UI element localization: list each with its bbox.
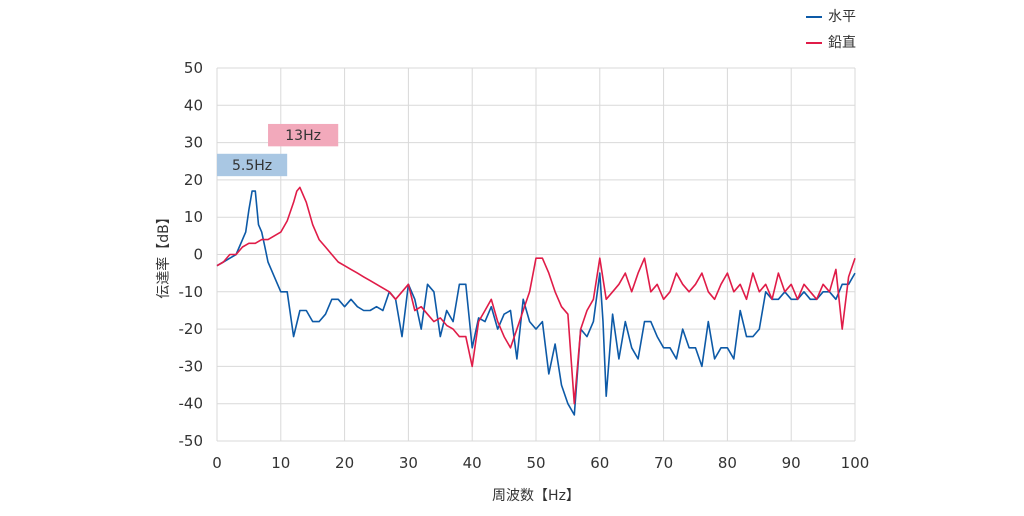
y-tick-label: -50 xyxy=(179,432,204,450)
series-line-horizontal xyxy=(216,190,856,416)
y-tick-label: 0 xyxy=(193,246,203,264)
y-tick-label: -40 xyxy=(179,395,204,413)
x-tick-label: 90 xyxy=(782,454,801,472)
annotation-label: 5.5Hz xyxy=(232,158,272,174)
series-line-vertical xyxy=(216,186,856,405)
x-tick-label: 50 xyxy=(526,454,545,472)
y-tick-label: 40 xyxy=(184,96,203,114)
annotation-box xyxy=(217,153,288,177)
y-tick-label: -10 xyxy=(179,283,204,301)
x-tick-label: 10 xyxy=(271,454,290,472)
legend-item-vertical: 鉛直 xyxy=(806,30,856,56)
legend-swatch-vertical xyxy=(806,42,822,44)
legend-label-horizontal: 水平 xyxy=(828,9,856,25)
x-tick-label: 30 xyxy=(399,454,418,472)
x-tick-label: 60 xyxy=(590,454,609,472)
y-tick-label: 50 xyxy=(184,59,203,77)
legend-label-vertical: 鉛直 xyxy=(828,35,856,51)
x-tick-label: 20 xyxy=(335,454,354,472)
y-tick-label: -20 xyxy=(179,320,204,338)
x-axis-label: 周波数【Hz】 xyxy=(492,488,580,504)
annotation-label: 13Hz xyxy=(285,128,321,144)
y-tick-label: 20 xyxy=(184,171,203,189)
legend-swatch-horizontal xyxy=(806,16,822,18)
x-tick-label: 100 xyxy=(841,454,870,472)
y-tick-label: 30 xyxy=(184,134,203,152)
y-tick-label: 10 xyxy=(184,208,203,226)
x-tick-label: 0 xyxy=(212,454,222,472)
y-tick-label: -30 xyxy=(179,357,204,375)
legend: 水平 鉛直 xyxy=(806,4,856,56)
x-tick-label: 40 xyxy=(463,454,482,472)
x-tick-label: 70 xyxy=(654,454,673,472)
y-axis-label: 伝達率【dB】 xyxy=(155,210,172,299)
legend-item-horizontal: 水平 xyxy=(806,4,856,30)
annotation-box xyxy=(268,123,339,147)
x-tick-label: 80 xyxy=(718,454,737,472)
